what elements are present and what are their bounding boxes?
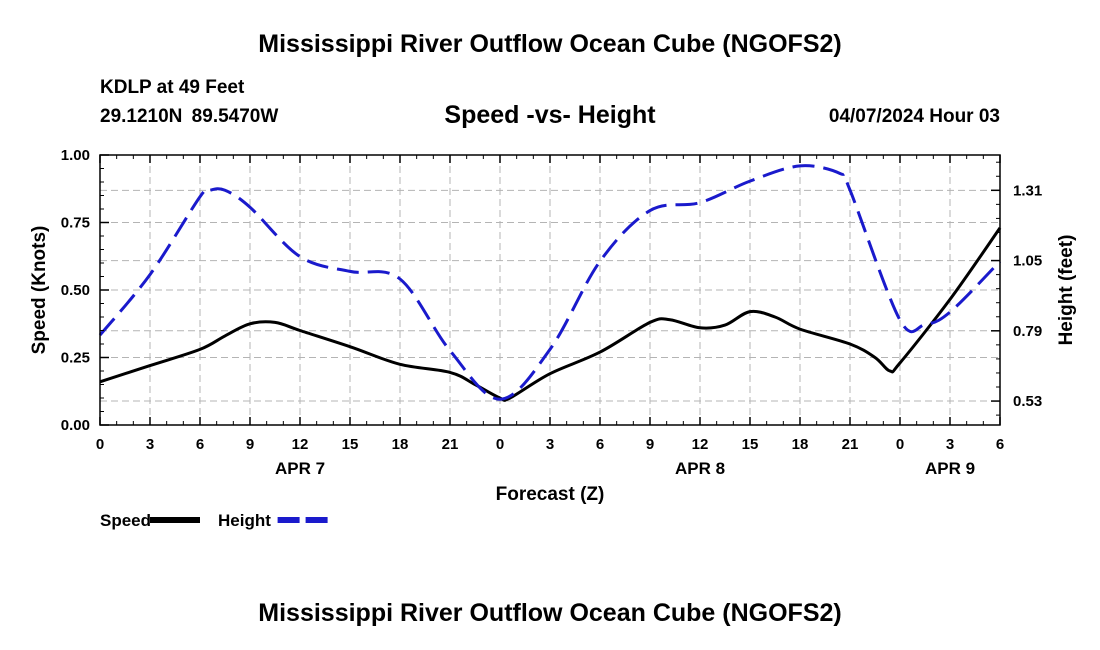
series-line-speed [99, 227, 1002, 402]
series-layer [98, 164, 1002, 402]
axes: 0 3 6 9 12 15 18 21 0 3 6 9 12 15 18 21 0 3 6 0.00 0.25 0.50 0… [29, 147, 1077, 505]
y-axis-title: Speed (Knots) [29, 226, 50, 355]
y2-tick-label: 1.31 [1013, 182, 1042, 199]
x-tick-label: 21 [442, 436, 459, 453]
x-tick-label: 9 [246, 436, 254, 453]
grid [100, 155, 1000, 425]
legend-label-height: Height [218, 511, 271, 530]
x-tick-label: 9 [646, 436, 654, 453]
x-tick-label: 6 [996, 436, 1004, 453]
x-tick-label: 12 [292, 436, 309, 453]
x-tick-label: 12 [692, 436, 709, 453]
day-label: APR 7 [275, 459, 325, 478]
y2-axis-title: Height (feet) [1056, 235, 1077, 346]
y2-tick-label: 0.79 [1013, 323, 1042, 340]
y-tick-label: 0.25 [61, 350, 90, 367]
x-tick-label: 0 [96, 436, 104, 453]
y-tick-label: 0.50 [61, 282, 90, 299]
x-tick-label: 0 [896, 436, 904, 453]
footer-title: Mississippi River Outflow Ocean Cube (NG… [258, 599, 842, 627]
y-tick-label: 0.75 [61, 215, 90, 232]
x-tick-label: 15 [342, 436, 359, 453]
chart-subtitle: Speed -vs- Height [444, 101, 656, 129]
legend-label-speed: Speed [100, 511, 151, 530]
x-tick-label: 3 [946, 436, 954, 453]
x-tick-label: 6 [596, 436, 604, 453]
x-axis-title: Forecast (Z) [496, 484, 605, 505]
x-tick-label: 0 [496, 436, 504, 453]
station-label: KDLP at 49 Feet [100, 77, 245, 98]
y2-tick-label: 0.53 [1013, 393, 1042, 410]
forecast-datetime: 04/07/2024 Hour 03 [828, 106, 1000, 127]
x-tick-label: 6 [196, 436, 204, 453]
y-tick-label: 1.00 [61, 147, 90, 164]
y2-tick-label: 1.05 [1013, 253, 1042, 270]
series-line-height [98, 164, 1002, 401]
x-tick-label: 21 [842, 436, 859, 453]
x-tick-label: 18 [792, 436, 809, 453]
x-tick-label: 3 [146, 436, 154, 453]
legend: Speed Height [100, 511, 328, 530]
x-tick-label: 3 [546, 436, 554, 453]
y-tick-label: 0.00 [61, 417, 90, 434]
day-label: APR 9 [925, 459, 975, 478]
station-coordinates: 29.1210N 89.5470W [100, 106, 279, 127]
day-label: APR 8 [675, 459, 725, 478]
x-tick-label: 18 [392, 436, 409, 453]
x-tick-label: 15 [742, 436, 759, 453]
chart-title: Mississippi River Outflow Ocean Cube (NG… [258, 30, 842, 58]
